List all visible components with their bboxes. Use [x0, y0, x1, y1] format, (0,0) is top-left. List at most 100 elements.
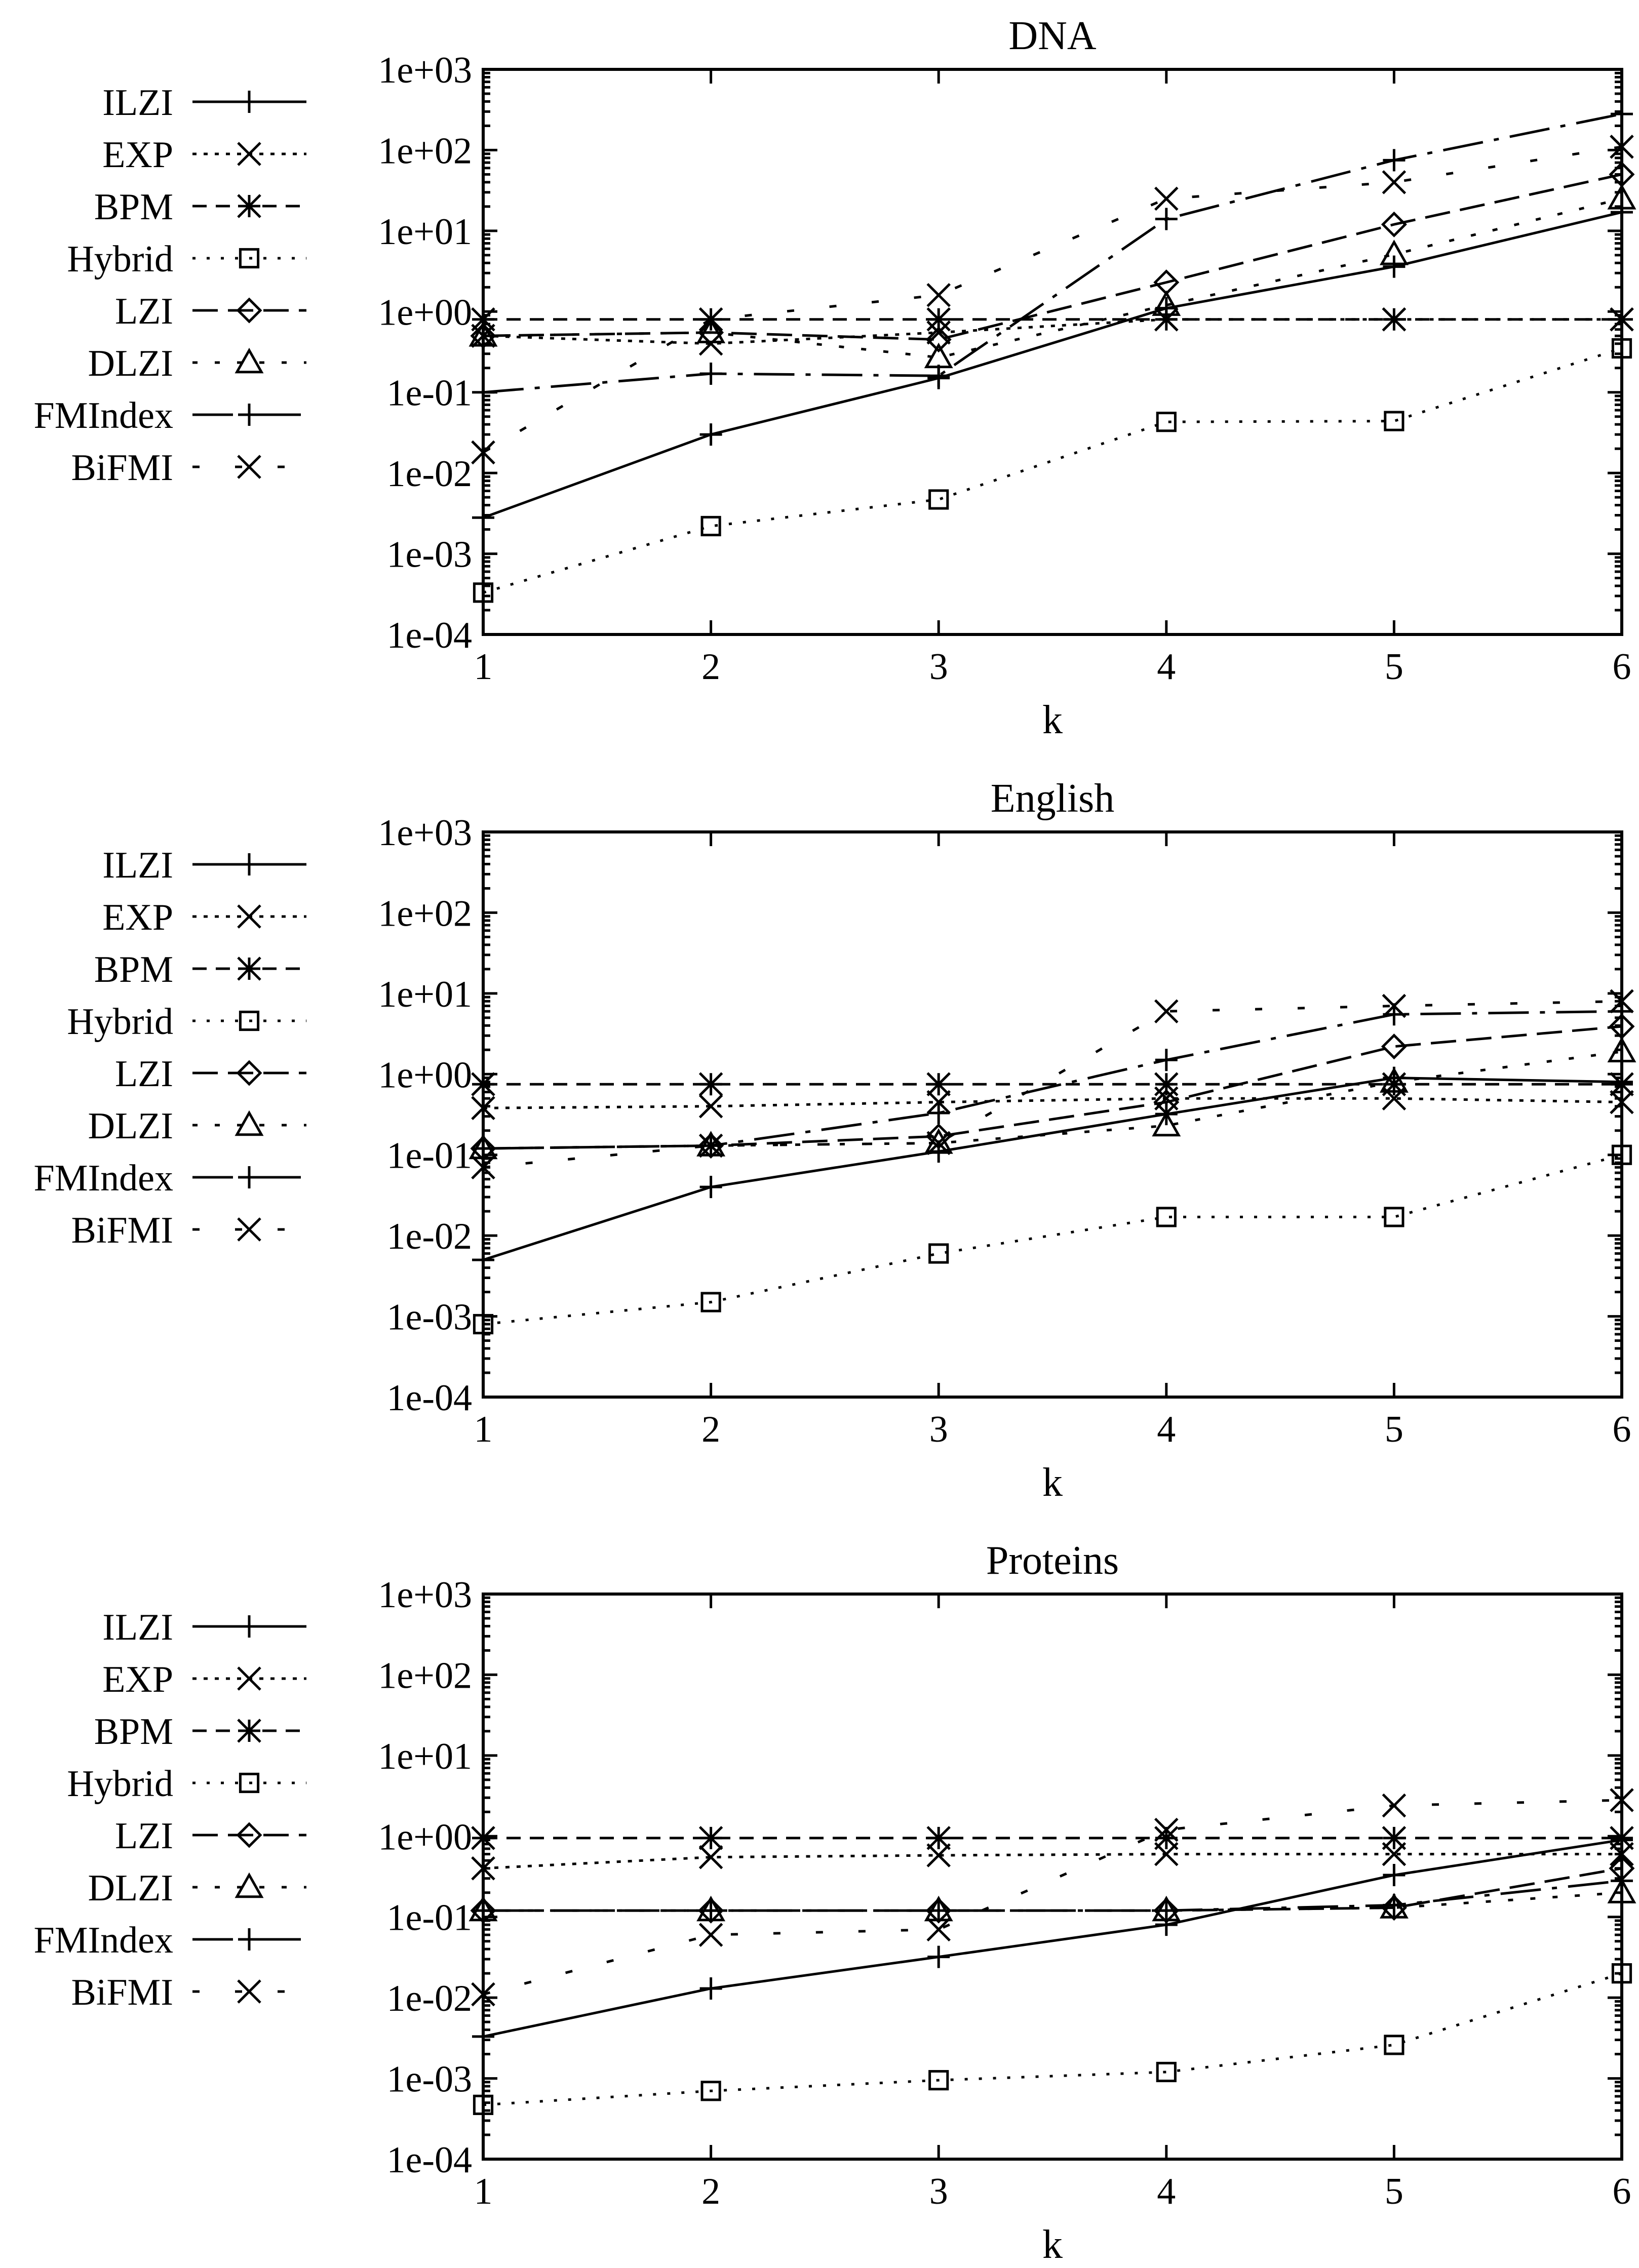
chart-panel-2: English 1e-04 1e-03 1e-02 1e-01 1e+00 1e+01 1e+…	[34, 776, 1636, 1505]
data-point	[699, 362, 722, 385]
series-lzi	[470, 161, 1635, 353]
data-point	[1607, 184, 1636, 210]
data-point	[1152, 1110, 1181, 1137]
data-point	[698, 1094, 723, 1119]
x-axis-label: k	[1042, 698, 1063, 742]
chart-title: DNA	[1008, 14, 1097, 58]
series-line	[483, 1879, 1622, 1912]
y-tick-label: 1e-04	[387, 2139, 473, 2181]
x-axis-label: k	[1042, 2222, 1063, 2267]
legend-label: Hybrid	[67, 1001, 173, 1043]
y-tick-label: 1e+01	[378, 1736, 472, 1777]
series-hybrid	[473, 338, 1632, 603]
legend-marker	[237, 1217, 261, 1242]
data-point	[1154, 1817, 1179, 1842]
data-point	[700, 1292, 721, 1312]
legend-marker	[237, 1719, 261, 1743]
data-point	[471, 1096, 495, 1121]
data-point	[926, 1917, 951, 1942]
legend-marker	[239, 248, 260, 269]
legend-marker	[236, 297, 262, 324]
x-tick-label: 6	[1613, 2171, 1631, 2212]
data-point	[471, 1856, 495, 1881]
y-tick-label: 1e+03	[378, 812, 472, 854]
series-bifmi	[471, 135, 1634, 465]
y-tick-label: 1e-02	[387, 1216, 473, 1257]
legend-item-fmindex: FMIndex	[34, 1920, 306, 1961]
legend-item-bifmi: BiFMI	[71, 1210, 306, 1251]
data-point	[1154, 186, 1179, 211]
data-point	[1607, 1037, 1636, 1063]
data-point	[1611, 201, 1633, 224]
data-point	[1383, 149, 1406, 172]
data-point	[926, 1072, 951, 1096]
legend-marker	[235, 1872, 264, 1898]
legend-marker	[238, 1615, 260, 1638]
legend-marker	[239, 1010, 260, 1031]
data-point	[1383, 255, 1406, 278]
x-tick-label: 1	[474, 1409, 493, 1450]
legend-label: BiFMI	[71, 447, 173, 489]
series-line	[483, 173, 1622, 341]
data-point	[1610, 135, 1634, 159]
data-point	[1611, 1000, 1633, 1023]
data-point	[698, 307, 723, 332]
legend-label: BPM	[94, 1711, 173, 1753]
legend-marker	[237, 957, 261, 981]
data-point	[1610, 1788, 1634, 1812]
legend-item-bifmi: BiFMI	[71, 1972, 306, 2013]
data-point	[928, 1243, 949, 1264]
legend-item-lzi: LZI	[115, 1053, 306, 1095]
data-point	[470, 323, 496, 349]
series-line	[483, 211, 1622, 519]
y-tick-label: 1e-01	[387, 1897, 473, 1939]
x-tick-label: 5	[1385, 2171, 1403, 2212]
legend-marker	[236, 1822, 262, 1848]
data-point	[1152, 290, 1181, 316]
data-point	[1383, 1894, 1406, 1917]
data-point	[1155, 208, 1178, 230]
x-tick-label: 5	[1385, 646, 1403, 688]
data-point	[1611, 338, 1632, 359]
legend-item-ilzi: ILZI	[102, 1607, 306, 1648]
data-point	[699, 423, 722, 446]
series-line	[483, 347, 1622, 594]
x-tick-label: 1	[474, 2171, 493, 2212]
series-fmindex	[472, 1000, 1633, 1160]
data-point	[472, 1249, 494, 1271]
series-lzi	[470, 1855, 1635, 1924]
data-point	[1611, 1963, 1632, 1984]
y-tick-label: 1e+01	[378, 974, 472, 1015]
series-bifmi	[471, 1788, 1634, 2007]
data-point	[927, 1945, 950, 1968]
legend-marker	[238, 404, 260, 426]
legend-marker	[238, 853, 260, 876]
data-point	[1384, 411, 1404, 431]
legend-item-lzi: LZI	[115, 1815, 306, 1857]
data-point	[1610, 1072, 1634, 1096]
legend-label: DLZI	[88, 1867, 174, 1909]
series-line	[483, 1077, 1622, 1261]
legend-label: EXP	[102, 897, 173, 938]
data-point	[473, 2094, 494, 2115]
x-tick-label: 3	[929, 2171, 948, 2212]
data-point	[1610, 1826, 1634, 1850]
legend-label: FMIndex	[34, 1920, 173, 1961]
data-point	[1381, 211, 1407, 237]
x-tick-label: 2	[701, 646, 720, 688]
plot-frame	[482, 830, 1623, 1399]
y-tick-label: 1e-03	[387, 2059, 473, 2100]
data-point	[924, 1128, 953, 1154]
legend-marker	[237, 142, 261, 166]
y-tick-label: 1e-02	[387, 453, 473, 495]
legend-item-fmindex: FMIndex	[34, 1158, 306, 1199]
data-point	[471, 307, 495, 332]
data-point	[1610, 989, 1634, 1014]
legend-marker	[237, 1979, 261, 2004]
data-point	[928, 489, 949, 510]
data-point	[1382, 993, 1407, 1018]
data-point	[471, 1155, 495, 1180]
legend-label: EXP	[102, 134, 173, 176]
data-point	[473, 1314, 494, 1335]
data-point	[1383, 1864, 1406, 1887]
